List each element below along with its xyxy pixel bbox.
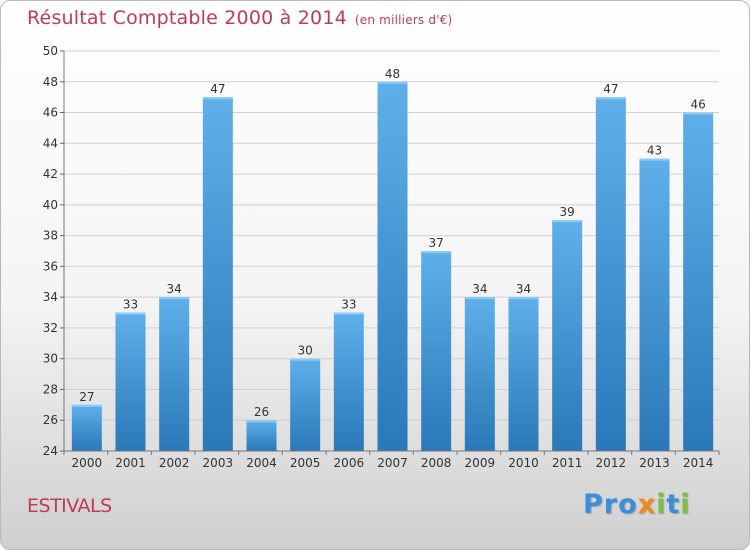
logo-letter: x (637, 489, 657, 520)
chart-unit: (en milliers d'€) (354, 13, 453, 27)
data-label: 47 (603, 82, 618, 96)
x-tick-label: 2007 (377, 456, 408, 470)
bar-top-edge (377, 81, 408, 84)
data-label: 34 (472, 282, 487, 296)
bar-top-edge (333, 312, 364, 315)
bar-2010 (508, 297, 539, 451)
y-tick-label: 48 (43, 75, 58, 89)
data-label: 48 (385, 67, 400, 81)
x-tick-label: 2011 (552, 456, 583, 470)
y-tick-label: 34 (43, 290, 58, 304)
logo-letter: r (603, 489, 619, 520)
x-tick-label: 2008 (421, 456, 452, 470)
y-tick-label: 46 (43, 106, 58, 120)
data-label: 33 (123, 298, 138, 312)
x-tick-label: 2001 (115, 456, 146, 470)
bar-top-edge (595, 97, 626, 100)
bar-top-edge (159, 297, 190, 300)
data-label: 33 (341, 298, 356, 312)
proxiti-logo[interactable]: Proxiti (583, 489, 691, 520)
bar-top-edge (552, 220, 583, 223)
bar-top-edge (464, 297, 495, 300)
bar-2008 (421, 251, 452, 451)
y-tick-label: 40 (43, 198, 58, 212)
logo-letter: i (656, 489, 667, 520)
bar-top-edge (290, 358, 321, 361)
bar-top-edge (246, 420, 277, 423)
bar-2003 (202, 97, 233, 452)
bar-top-edge (115, 312, 146, 315)
y-tick-label: 50 (43, 44, 58, 58)
bar-2005 (290, 358, 321, 451)
logo-letter: P (583, 489, 604, 520)
x-tick-label: 2012 (596, 456, 627, 470)
x-tick-label: 2009 (465, 456, 496, 470)
data-label: 27 (79, 390, 94, 404)
y-tick-label: 30 (43, 352, 58, 366)
data-label: 43 (647, 144, 662, 158)
data-label: 26 (254, 405, 269, 419)
chart-title: Résultat Comptable 2000 à 2014 (en millie… (27, 7, 452, 29)
bar-2001 (115, 312, 146, 451)
bar-2009 (464, 297, 495, 451)
y-tick-label: 38 (43, 229, 58, 243)
data-label: 34 (167, 282, 182, 296)
bar-top-edge (71, 404, 102, 407)
axes: 24 26 28 30 32 34 36 38 40 42 44 46 48 50 2000 2001 2002… (43, 44, 720, 470)
x-tick-label: 2002 (159, 456, 190, 470)
bar-2004 (246, 420, 277, 451)
commune-name: ESTIVALS (27, 495, 112, 517)
chart-title-text: Résultat Comptable 2000 à 2014 (27, 7, 347, 29)
x-tick-label: 2010 (508, 456, 539, 470)
bar-top-edge (683, 112, 714, 115)
y-tick-label: 36 (43, 259, 58, 273)
bar-2002 (159, 297, 190, 451)
bar-top-edge (508, 297, 539, 300)
bar-top-edge (421, 251, 452, 253)
logo-letter: i (680, 489, 691, 520)
y-tick-label: 42 (43, 167, 58, 181)
y-tick-label: 32 (43, 321, 58, 335)
data-label: 39 (560, 205, 575, 219)
data-label: 30 (298, 344, 313, 358)
bar-2014 (683, 112, 714, 452)
data-label: 34 (516, 282, 531, 296)
y-tick-label: 26 (43, 413, 58, 427)
bar-2000 (71, 404, 102, 451)
bar-top-edge (639, 158, 670, 161)
bar-2013 (639, 158, 670, 451)
x-tick-label: 2005 (290, 456, 321, 470)
bars: 27 33 34 47 26 30 33 48 37 34 34 39 47 43 46 (71, 67, 714, 452)
y-tick-label: 44 (43, 136, 58, 150)
bar-2012 (595, 97, 626, 452)
y-tick-label: 24 (43, 444, 58, 458)
y-tick-label: 28 (43, 382, 58, 396)
x-tick-label: 2003 (203, 456, 234, 470)
data-label: 46 (691, 98, 706, 112)
data-label: 47 (210, 82, 225, 96)
bar-2011 (552, 220, 583, 451)
bar-2007 (377, 81, 408, 452)
data-label: 37 (429, 236, 444, 250)
x-tick-label: 2014 (683, 456, 714, 470)
bar-2006 (333, 312, 364, 451)
logo-letter: t (666, 489, 681, 520)
bar-top-edge (202, 97, 233, 100)
x-tick-label: 2006 (334, 456, 365, 470)
logo-letter: o (618, 489, 638, 520)
x-tick-label: 2013 (639, 456, 670, 470)
x-tick-label: 2000 (72, 456, 103, 470)
x-tick-label: 2004 (246, 456, 277, 470)
